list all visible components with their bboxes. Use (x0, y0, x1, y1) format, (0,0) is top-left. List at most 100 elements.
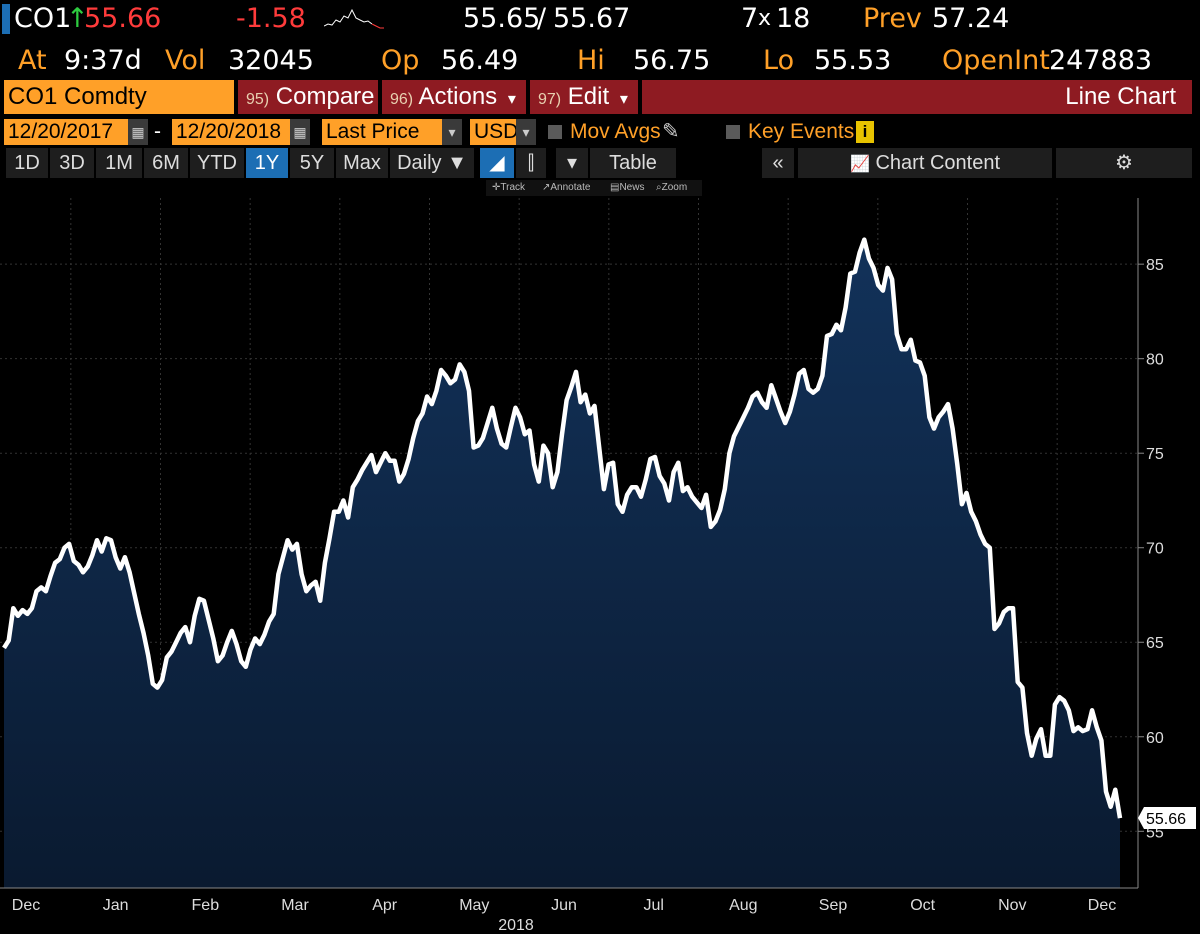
x-tick-label-8: Aug (729, 897, 757, 914)
last-price-tag-shape (1138, 807, 1196, 830)
currency-dropdown-icon[interactable]: ▾ (516, 119, 536, 145)
x-tick-label-12: Dec (1088, 897, 1116, 914)
y-tick-label-85: 85 (1146, 257, 1164, 274)
frequency-select[interactable]: Daily ▼ (390, 148, 474, 178)
end-calendar-icon[interactable]: ▦ (290, 119, 310, 145)
at-value: 9:37d (64, 45, 142, 76)
zoom-tool[interactable]: ⌕ Zoom (656, 180, 687, 196)
actions-button[interactable]: 96) Actions ▾ (382, 80, 526, 114)
info-icon[interactable]: i (856, 121, 874, 143)
prev-label: Prev (863, 3, 922, 34)
x-tick-label-4: Apr (372, 897, 398, 914)
security-field[interactable]: CO1 Comdty (4, 80, 234, 114)
start-calendar-icon[interactable]: ▦ (128, 119, 148, 145)
start-date-input[interactable]: 12/20/2017 (4, 119, 128, 145)
actions-label: Actions (418, 83, 498, 110)
range-5y[interactable]: 5Y (290, 148, 334, 178)
y-tick-label-60: 60 (1146, 730, 1164, 747)
collapse-icon[interactable]: « (762, 148, 794, 178)
range-max[interactable]: Max (336, 148, 388, 178)
bid-ask-separator: / (537, 3, 547, 34)
news-tool[interactable]: ▤ News (610, 180, 644, 196)
pencil-icon[interactable]: ✎ (662, 120, 680, 143)
track-tool[interactable]: ✛ Track (492, 180, 525, 196)
high-value: 56.75 (633, 45, 711, 76)
ask-price: 55.67 (553, 3, 631, 34)
net-change: -1.58 (236, 3, 306, 34)
high-label: Hi (577, 45, 605, 76)
annotate-tool[interactable]: ↗ Annotate (542, 180, 590, 196)
y-tick-label-65: 65 (1146, 635, 1164, 652)
edit-dropdown-icon: ▾ (619, 91, 628, 108)
line-chart-icon[interactable]: ◢ (480, 148, 514, 178)
chart-style-dropdown[interactable]: ▾ (556, 148, 588, 178)
x-tick-label-0: Dec (12, 897, 40, 914)
range-3d[interactable]: 3D (50, 148, 94, 178)
date-range-dash: - (154, 120, 161, 143)
key-events-label[interactable]: Key Events (748, 120, 855, 143)
prev-value: 57.24 (932, 3, 1010, 34)
price-area-fill (4, 239, 1120, 889)
field-select[interactable]: Last Price (322, 119, 446, 145)
edit-label: Edit (567, 83, 610, 110)
x-tick-label-3: Mar (281, 897, 309, 914)
bid-size: 7 (741, 3, 759, 34)
open-label: Op (381, 45, 420, 76)
range-6m[interactable]: 6M (144, 148, 188, 178)
x-tick-label-11: Nov (998, 897, 1026, 914)
mov-avgs-label[interactable]: Mov Avgs (570, 120, 661, 143)
last-price: 55.66 (84, 3, 162, 34)
actions-dropdown-icon: ▾ (507, 91, 516, 108)
range-1m[interactable]: 1M (96, 148, 142, 178)
range-ytd[interactable]: YTD (190, 148, 244, 178)
currency-select[interactable]: USD (470, 119, 518, 145)
x-tick-label-7: Jul (643, 897, 663, 914)
low-value: 55.53 (814, 45, 892, 76)
y-tick-label-80: 80 (1146, 352, 1164, 369)
range-1y[interactable]: 1Y (246, 148, 288, 178)
range-bar: 1D 3D 1M 6M YTD 1Y 5Y Max Daily ▼ ◢ ⫿ ▾ … (0, 148, 1200, 180)
compare-number: 95) (246, 91, 270, 108)
quote-header-row2: At 9:37d Vol 32045 Op 56.49 Hi 56.75 Lo … (0, 42, 1200, 80)
end-date-input[interactable]: 12/20/2018 (172, 119, 290, 145)
annotate-label: Annotate (550, 182, 591, 193)
bid-price: 55.65 (463, 3, 541, 34)
at-label: At (18, 45, 47, 76)
track-label: Track (500, 182, 526, 193)
price-line (2, 237, 1123, 819)
actions-number: 96) (390, 91, 414, 108)
compare-button[interactable]: 95) Compare (238, 80, 378, 114)
last-price-tag: 55.66 (1138, 807, 1196, 830)
chart-controls: 12/20/2017 ▦ - 12/20/2018 ▦ Last Price ▾… (0, 117, 1200, 147)
y-tick-label-75: 75 (1146, 446, 1164, 463)
edit-button[interactable]: 97) Edit ▾ (530, 80, 638, 114)
compare-label: Compare (275, 83, 375, 110)
range-1d[interactable]: 1D (6, 148, 48, 178)
mov-avgs-checkbox[interactable] (548, 125, 562, 139)
function-toolbar: CO1 Comdty 95) Compare 96) Actions ▾ 97)… (0, 80, 1200, 114)
up-arrow-icon: ↑ (66, 3, 89, 34)
key-events-checkbox[interactable] (726, 125, 740, 139)
zoom-label: Zoom (661, 182, 688, 193)
chart-content-label: Chart Content (875, 152, 1000, 174)
chart-content-icon: 📈 (850, 156, 870, 173)
x-axis: Dec Jan Feb Mar Apr May Jun Jul Aug Sep Oct Nov Dec 2… (0, 887, 1138, 934)
open-interest-value: 247883 (1049, 45, 1153, 76)
bar-chart-icon[interactable]: ⫿ (516, 148, 546, 178)
chart-content-button[interactable]: 📈 Chart Content (798, 148, 1052, 178)
sparkline-icon (324, 8, 384, 29)
vol-value: 32045 (228, 45, 314, 76)
table-button[interactable]: Table (590, 148, 676, 178)
field-dropdown-icon[interactable]: ▾ (442, 119, 462, 145)
ticker-symbol[interactable]: CO1 (14, 3, 72, 34)
x-tick-label-10: Oct (910, 897, 935, 914)
x-tick-label-5: May (459, 897, 489, 914)
quote-header-row1: CO1 ↑ 55.66 -1.58 55.65 / 55.67 7 x 18 P… (0, 0, 1200, 38)
x-tick-label-2: Feb (192, 897, 220, 914)
vol-label: Vol (165, 45, 206, 76)
low-label: Lo (763, 45, 795, 76)
edit-number: 97) (538, 91, 562, 108)
settings-gear-icon[interactable]: ⚙ (1056, 148, 1192, 178)
